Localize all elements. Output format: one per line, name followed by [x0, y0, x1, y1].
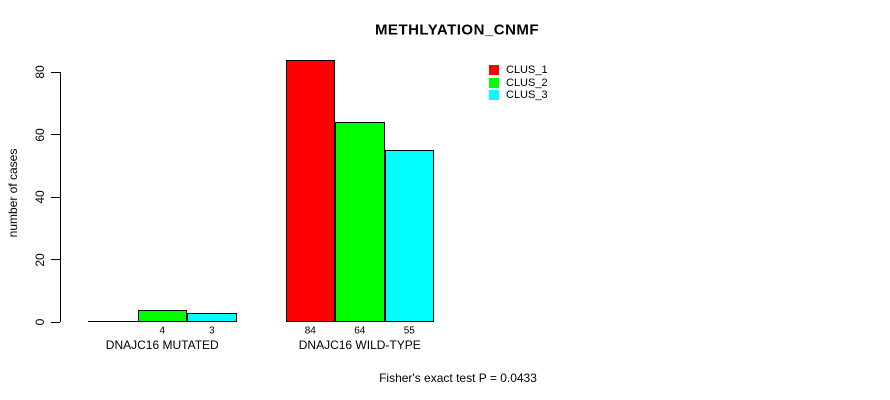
- bar-clus_1-mutated-zero: [88, 320, 138, 322]
- y-tick-label: 60: [33, 127, 47, 142]
- y-axis-tick: [51, 259, 60, 260]
- legend-item: CLUS_2: [489, 76, 548, 89]
- category-label: DNAJC16 WILD-TYPE: [298, 338, 421, 352]
- bar-value-label: 84: [304, 325, 316, 336]
- y-axis-tick: [51, 321, 60, 323]
- bar-value-label: 3: [208, 325, 215, 336]
- bar-value-label: 55: [403, 325, 415, 336]
- legend-color-swatch-clus_3: [489, 89, 499, 100]
- fisher-test-annotation: Fisher's exact test P = 0.0433: [379, 371, 537, 385]
- y-tick-label: 0: [33, 318, 47, 326]
- category-label: DNAJC16 MUTATED: [105, 338, 219, 352]
- legend-label: CLUS_1: [506, 64, 548, 77]
- legend-color-swatch-clus_1: [489, 65, 499, 76]
- legend-label: CLUS_2: [506, 76, 548, 89]
- legend-color-swatch-clus_2: [489, 77, 499, 88]
- legend-item: CLUS_3: [489, 89, 548, 101]
- y-tick-label: 40: [33, 190, 47, 204]
- bar-value-label: 64: [354, 325, 366, 336]
- y-axis-line: [60, 72, 61, 322]
- legend-item: CLUS_1: [489, 64, 548, 76]
- bar-clus_1-wild-type: [285, 59, 335, 322]
- bar-clus_3-mutated: [187, 312, 237, 322]
- y-axis-tick: [51, 71, 60, 73]
- bar-clus_3-wild-type: [384, 150, 434, 322]
- bar-clus_2-wild-type: [335, 122, 385, 322]
- y-axis-tick: [51, 134, 60, 135]
- bar-clus_2-mutated: [137, 309, 187, 322]
- legend: CLUS_1 CLUS_2 CLUS_3: [489, 64, 548, 101]
- chart-title: METHLYATION_CNMF: [374, 21, 540, 39]
- bar-value-label: 4: [159, 325, 166, 336]
- legend-label: CLUS_3: [506, 88, 548, 101]
- y-tick-label: 20: [33, 252, 47, 267]
- y-axis-tick: [51, 196, 60, 198]
- y-tick-label: 80: [33, 65, 47, 79]
- y-axis-title: number of cases: [6, 148, 20, 238]
